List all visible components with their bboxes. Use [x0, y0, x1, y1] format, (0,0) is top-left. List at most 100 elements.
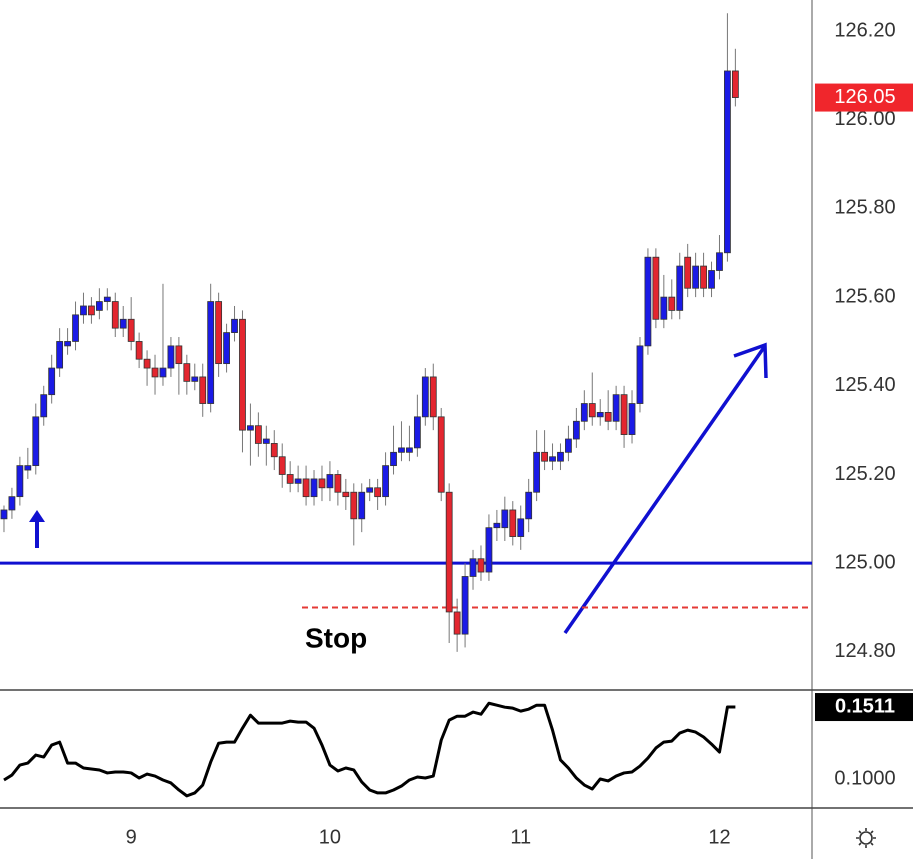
- candle-body: [64, 341, 71, 347]
- indicator-line: [3, 701, 736, 798]
- candle-body: [731, 70, 739, 98]
- candle-body: [32, 416, 40, 467]
- candle-body: [612, 394, 620, 422]
- candle-body: [135, 341, 143, 360]
- y-tick-label: 125.80: [834, 197, 895, 219]
- candle-body: [628, 403, 636, 435]
- candle-body: [72, 314, 79, 342]
- candle-body: [286, 474, 294, 484]
- candle-body: [183, 363, 191, 382]
- candle-body: [453, 611, 461, 635]
- stop-label: Stop: [305, 622, 367, 653]
- candle-body: [565, 438, 572, 453]
- candle-body: [302, 478, 310, 498]
- y-tick-label: 124.80: [834, 640, 895, 662]
- y-tick-label: 125.00: [834, 551, 895, 573]
- up-arrow-head: [29, 510, 45, 522]
- candle-body: [644, 256, 652, 347]
- candle-body: [461, 576, 469, 635]
- candle-body: [151, 367, 159, 378]
- candle-body: [525, 491, 533, 520]
- x-tick-label: 10: [319, 826, 341, 848]
- candle-body: [572, 420, 580, 440]
- candle-body: [103, 296, 111, 302]
- candle-body: [493, 522, 501, 529]
- candle-body: [382, 465, 389, 498]
- candle-body: [676, 265, 684, 311]
- candle-body: [16, 465, 24, 498]
- candle-body: [334, 474, 342, 493]
- candle-body: [421, 376, 429, 418]
- candle-body: [477, 558, 485, 573]
- candle-body: [509, 509, 517, 537]
- candle-body: [262, 438, 270, 444]
- candle-body: [580, 403, 588, 422]
- gear: [859, 831, 873, 845]
- candle-body: [390, 451, 397, 467]
- candle-body: [88, 305, 95, 316]
- candle-body: [8, 496, 16, 511]
- candle-body: [310, 478, 318, 498]
- candle-body: [358, 491, 366, 520]
- candle-body: [557, 451, 564, 462]
- candle-body: [270, 443, 278, 458]
- candle-body: [684, 256, 692, 289]
- candle-body: [700, 265, 707, 289]
- candle-body: [0, 509, 8, 520]
- candle-body: [366, 487, 374, 493]
- candle-body: [24, 465, 32, 471]
- y-tick-label: 0.1000: [834, 767, 895, 789]
- y-tick-label: 126.00: [834, 108, 895, 130]
- value-label-box: [815, 693, 913, 722]
- candle-body: [533, 451, 541, 493]
- trend-arrow-head: [733, 342, 768, 379]
- value-label: 0.1511: [835, 695, 895, 717]
- x-tick-label: 11: [510, 826, 531, 848]
- x-tick-label: 9: [126, 826, 137, 848]
- y-tick-label: 125.20: [834, 463, 895, 485]
- candle-body: [111, 301, 119, 329]
- candle-body: [167, 345, 175, 369]
- candle-body: [191, 376, 199, 382]
- candle-body: [318, 478, 326, 489]
- y-tick-label: 125.40: [834, 374, 895, 396]
- candle-body: [716, 252, 723, 271]
- y-tick-label: 125.60: [834, 285, 895, 307]
- candle-body: [429, 376, 437, 418]
- candle-body: [596, 412, 604, 418]
- candle-body: [517, 518, 525, 537]
- candle-body: [445, 491, 453, 613]
- candle-body: [485, 527, 493, 573]
- candle-body: [620, 394, 628, 435]
- candles: [0, 13, 739, 652]
- candle-body: [80, 305, 87, 316]
- candle-body: [223, 332, 230, 365]
- candle-body: [56, 341, 64, 369]
- candle-body: [437, 416, 445, 493]
- trend-arrow: [563, 342, 768, 635]
- candle-body: [652, 256, 660, 320]
- candle-body: [724, 70, 731, 254]
- price-label-box: [815, 83, 913, 112]
- candle-body: [95, 301, 103, 311]
- candle-body: [469, 558, 477, 577]
- candle-body: [398, 447, 405, 453]
- trend-arrow-shaft: [563, 344, 767, 635]
- candle-body: [326, 474, 334, 489]
- settings-icon[interactable]: [856, 828, 876, 848]
- candle-body: [294, 478, 302, 484]
- candle-body: [215, 301, 223, 365]
- candle-body: [342, 491, 350, 498]
- candle-body: [143, 358, 151, 369]
- gear-teeth: [856, 828, 876, 848]
- candle-body: [40, 394, 48, 418]
- up-arrow: [29, 510, 45, 548]
- candle-body: [708, 270, 715, 289]
- candle-body: [175, 345, 183, 365]
- candle-body: [588, 403, 596, 418]
- candle-body: [231, 318, 238, 333]
- candle-body: [119, 318, 127, 329]
- price-label: 126.05: [834, 86, 895, 108]
